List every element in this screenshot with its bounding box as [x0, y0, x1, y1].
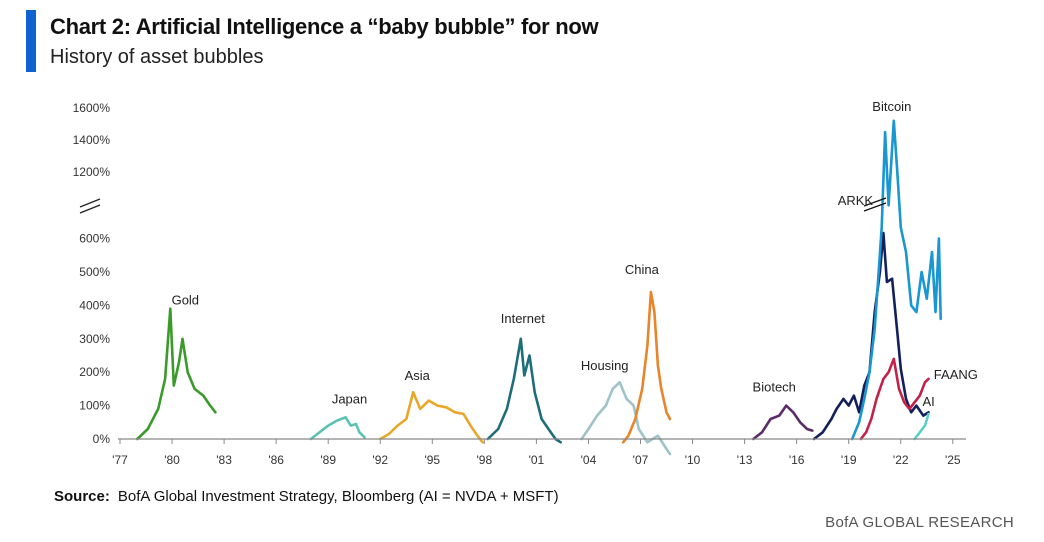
series-line-asia — [379, 390, 484, 444]
series-line-bitcoin — [850, 119, 942, 441]
series-line-ai — [913, 412, 930, 441]
y-tick-label: 1400% — [73, 133, 111, 147]
x-tick-label: '95 — [424, 453, 440, 467]
axis-breaks — [79, 197, 887, 214]
y-tick-label: 600% — [79, 232, 110, 246]
annotation-biotech: Biotech — [753, 380, 796, 395]
source-text: BofA Global Investment Strategy, Bloombe… — [117, 488, 559, 505]
series-lines — [136, 119, 942, 456]
x-tick-label: '04 — [581, 453, 597, 467]
y-tick-label: 400% — [79, 298, 110, 312]
x-tick-label: '98 — [477, 453, 493, 467]
series-line-biotech — [752, 404, 814, 441]
x-tick-label: '10 — [685, 453, 701, 467]
y-tick-label: 200% — [79, 365, 110, 379]
title-accent-bar — [26, 10, 36, 72]
annotation-housing: Housing — [581, 358, 629, 373]
x-axis-ticks: '77 '80 '83 '86 '89 '92 '95 '98 '01 '04 '07 '10 '13 '… — [112, 439, 961, 467]
x-tick-label: '16 — [789, 453, 805, 467]
x-tick-label: '07 — [633, 453, 649, 467]
series-line-internet — [486, 337, 562, 444]
footer-brand: BofA GLOBAL RESEARCH — [825, 514, 1014, 531]
x-tick-label: '89 — [320, 453, 336, 467]
annotation-bitcoin: Bitcoin — [872, 99, 911, 114]
annotation-china: China — [625, 262, 660, 277]
annotation-arkk: ARKK — [838, 193, 874, 208]
chart-subtitle: History of asset bubbles — [50, 46, 264, 68]
x-tick-label: '13 — [737, 453, 753, 467]
x-tick-label: '25 — [945, 453, 961, 467]
annotation-internet: Internet — [501, 311, 545, 326]
annotation-gold: Gold — [172, 293, 199, 308]
annotation-faang: FAANG — [934, 367, 978, 382]
series-line-gold — [136, 307, 217, 441]
y-axis-ticks: 0% 100% 200% 300% 400% 500% 600% 1200% 1400% 1600… — [73, 101, 111, 446]
x-tick-label: '77 — [112, 453, 128, 467]
y-tick-label: 0% — [93, 432, 111, 446]
series-break-mark — [863, 197, 887, 207]
x-tick-label: '19 — [841, 453, 857, 467]
source-label: Source: — [54, 488, 110, 505]
x-tick-label: '01 — [529, 453, 545, 467]
y-tick-label: 1600% — [73, 101, 111, 115]
x-tick-label: '80 — [164, 453, 180, 467]
series-line-japan — [309, 416, 366, 441]
y-axis-break-mark — [79, 204, 101, 214]
y-axis-break-mark — [79, 198, 101, 208]
x-tick-label: '86 — [268, 453, 284, 467]
y-tick-label: 300% — [79, 332, 110, 346]
series-line-china — [621, 290, 672, 444]
x-tick-label: '22 — [893, 453, 909, 467]
y-tick-label: 1200% — [73, 165, 111, 179]
x-tick-label: '83 — [216, 453, 232, 467]
series-line-faang — [859, 357, 930, 441]
chart-title: Chart 2: Artificial Intelligence a “baby… — [50, 14, 599, 39]
y-tick-label: 500% — [79, 265, 110, 279]
x-tick-label: '92 — [372, 453, 388, 467]
annotation-ai: AI — [923, 394, 935, 409]
source-note: Source: BofA Global Investment Strategy, … — [54, 488, 559, 505]
series-labels: Gold Japan Asia Internet Housing China Biotech… — [172, 99, 978, 409]
annotation-asia: Asia — [405, 368, 431, 383]
series-break-mark — [863, 202, 887, 212]
series-line-housing — [580, 380, 672, 456]
y-tick-label: 100% — [79, 399, 110, 413]
annotation-japan: Japan — [332, 391, 367, 406]
